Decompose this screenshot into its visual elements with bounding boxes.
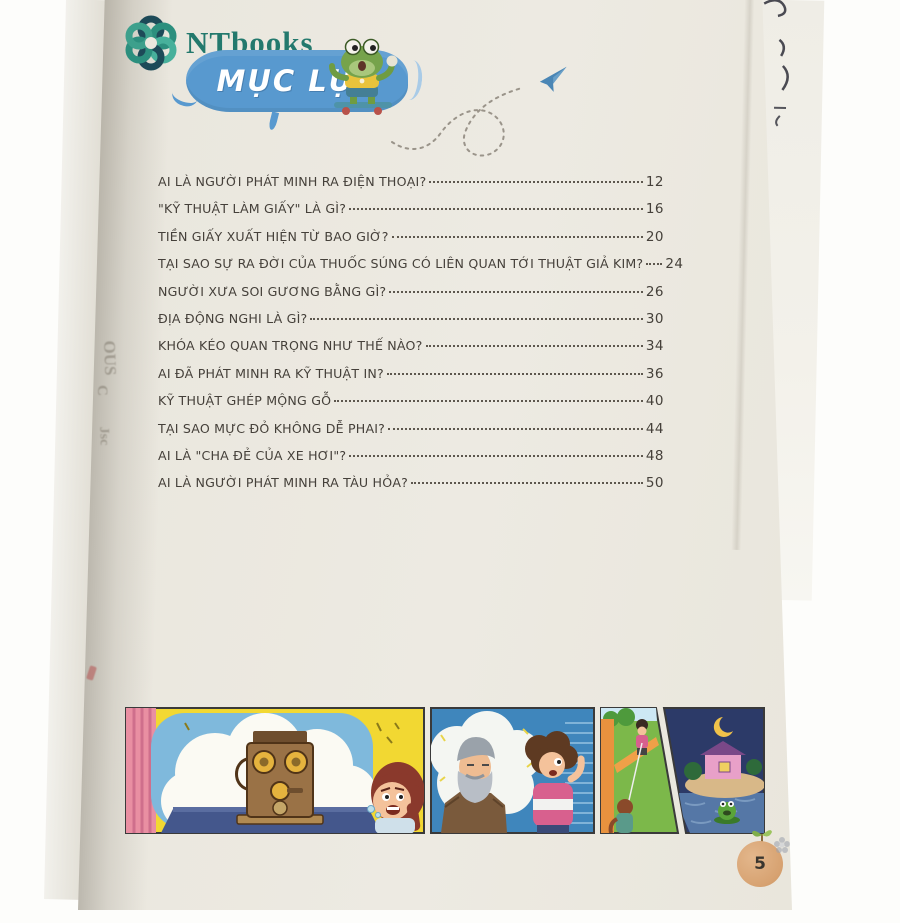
frog-on-skateboard-icon [329,38,398,115]
toc-entry-title: TẠI SAO MỰC ĐỎ KHÔNG DỄ PHAI? [158,420,386,436]
toc-entry-page: 26 [645,283,664,300]
toc-dot-leader [334,400,643,403]
toc-entry: "KỸ THUẬT LÀM GIẤY" LÀ GÌ? 16 [158,201,664,228]
toc-entry-title: TẠI SAO SỰ RA ĐỜI CỦA THUỐC SÚNG CÓ LIÊN… [158,256,644,272]
page-number-badge: 5 [737,841,783,887]
comic-panel-string-phone [600,707,680,834]
comic-strip [125,707,765,834]
handwriting-marks [763,0,789,127]
toc-entry: TẠI SAO MỰC ĐỎ KHÔNG DỄ PHAI? 44 [158,421,664,448]
comic-panel-inventor [430,707,595,834]
toc-dot-leader [349,454,643,457]
toc-entry-title: "KỸ THUẬT LÀM GIẤY" LÀ GÌ? [158,201,347,217]
toc-entry: KHÓA KÉO QUAN TRỌNG NHƯ THẾ NÀO? 34 [158,338,664,365]
toc-entry: AI LÀ NGƯỜI PHÁT MINH RA TÀU HỎA? 50 [158,475,664,502]
book-page: OUS C Jsc NTbooks MỤC LỤC [78,0,792,910]
toc-entry: AI LÀ "CHA ĐẺ CỦA XE HƠI"? 48 [158,448,664,475]
comic-panel-night-island [662,707,765,834]
toc-entry: ĐỊA ĐỘNG NGHI LÀ GÌ? 30 [158,311,664,338]
title-bubble-tail [267,111,280,131]
toc-entry: AI LÀ NGƯỜI PHÁT MINH RA ĐIỆN THOẠI? 12 [158,174,664,201]
knot-flower-logo-icon [125,15,177,71]
toc-dot-leader [646,263,663,266]
toc-entry: TIỀN GIẤY XUẤT HIỆN TỪ BAO GIỜ? 20 [158,229,664,256]
toc-entry-page: 40 [645,393,664,410]
toc-entry-title: KỸ THUẬT GHÉP MỘNG GỖ [158,393,332,409]
toc-entry-title: AI ĐÃ PHÁT MINH RA KỸ THUẬT IN? [158,365,384,381]
toc-entry-title: NGƯỜI XƯA SOI GƯƠNG BẰNG GÌ? [158,283,387,299]
photo-of-book-page: OUS C Jsc NTbooks MỤC LỤC [44,0,825,910]
margin-mark [86,665,97,681]
toc-entry-page: 48 [645,447,664,464]
toc-dot-leader [429,181,643,183]
toc-dot-leader [411,482,643,485]
paper-plane-trail [391,66,567,157]
toc-dot-leader [310,317,643,320]
bleed-through-text: Jsc [96,426,112,446]
page-number: 5 [754,854,766,874]
toc-entry-page: 16 [645,201,664,218]
toc-entry-page: 44 [645,420,664,437]
toc-entry-title: TIỀN GIẤY XUẤT HIỆN TỪ BAO GIỜ? [158,228,389,244]
toc-entry: AI ĐÃ PHÁT MINH RA KỸ THUẬT IN? 36 [158,366,664,393]
toc-entry-page: 36 [645,365,664,382]
bleed-through-text: OUS [99,340,121,376]
table-of-contents: AI LÀ NGƯỜI PHÁT MINH RA ĐIỆN THOẠI? 12 … [158,174,683,503]
toc-entry: TẠI SAO SỰ RA ĐỜI CỦA THUỐC SÚNG CÓ LIÊN… [158,256,683,283]
toc-dot-leader [389,290,643,293]
toc-entry: NGƯỜI XƯA SOI GƯƠNG BẰNG GÌ? 26 [158,284,664,311]
comic-panel-telephone [125,707,425,834]
toc-entry-page: 12 [645,174,664,190]
toc-entry-page: 24 [665,256,684,273]
toc-entry-title: AI LÀ "CHA ĐẺ CỦA XE HƠI"? [158,447,347,463]
toc-dot-leader [425,345,643,348]
toc-entry-title: AI LÀ NGƯỜI PHÁT MINH RA ĐIỆN THOẠI? [158,174,427,189]
toc-dot-leader [386,372,643,375]
toc-entry-page: 30 [645,310,664,327]
toc-entry: KỸ THUẬT GHÉP MỘNG GỖ 40 [158,393,664,420]
toc-entry-title: ĐỊA ĐỘNG NGHI LÀ GÌ? [158,310,308,326]
page-stack-edge [731,0,759,551]
toc-entry-page: 50 [645,475,664,492]
bleed-through-text: C [93,384,111,397]
small-flower-icon [774,837,790,853]
toc-dot-leader [388,427,643,430]
toc-entry-page: 34 [645,338,664,355]
toc-entry-title: AI LÀ NGƯỜI PHÁT MINH RA TÀU HỎA? [158,475,409,491]
toc-entry-page: 20 [645,228,664,245]
paper-plane-icon [539,66,567,92]
back-sheet-edge [741,0,825,601]
toc-entry-title: KHÓA KÉO QUAN TRỌNG NHƯ THẾ NÀO? [158,338,423,354]
toc-dot-leader [391,235,643,238]
toc-dot-leader [349,208,643,211]
